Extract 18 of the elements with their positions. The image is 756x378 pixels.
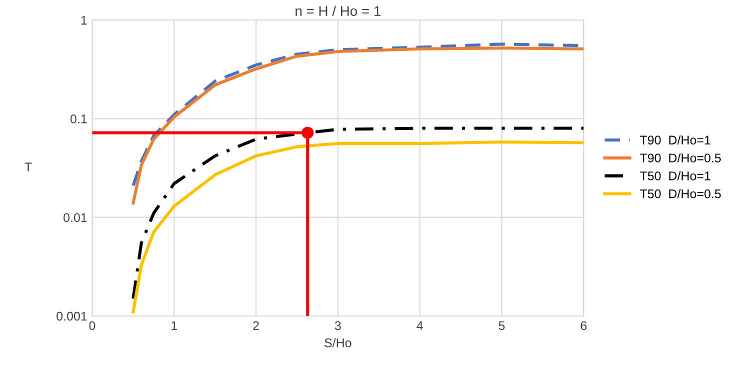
x-tick-label: 6 bbox=[580, 321, 587, 330]
y-tick-label: 0.1 bbox=[70, 114, 87, 124]
x-tick-label: 2 bbox=[253, 321, 259, 330]
y-axis-title: T bbox=[24, 162, 32, 172]
y-tick-label: 0.001 bbox=[56, 312, 87, 321]
y-tick-label: 1 bbox=[81, 16, 87, 25]
chart-title: n = H / Ho = 1 bbox=[296, 6, 380, 16]
legend-label: T90 D/Ho=0.5 bbox=[640, 153, 721, 162]
x-tick-label: 5 bbox=[498, 321, 505, 330]
x-tick-label: 3 bbox=[334, 321, 341, 330]
legend-label: T90 D/Ho=1 bbox=[640, 135, 710, 145]
x-tick-label: 4 bbox=[416, 321, 423, 330]
y-tick-label: 0.01 bbox=[64, 213, 87, 222]
legend-label: T50 D/Ho=0.5 bbox=[640, 189, 721, 198]
x-tick-label: 0 bbox=[89, 321, 96, 330]
legend-label: T50 D/Ho=1 bbox=[640, 171, 710, 180]
x-tick-label: 1 bbox=[172, 321, 177, 330]
x-axis-title: S/Ho bbox=[324, 338, 352, 348]
